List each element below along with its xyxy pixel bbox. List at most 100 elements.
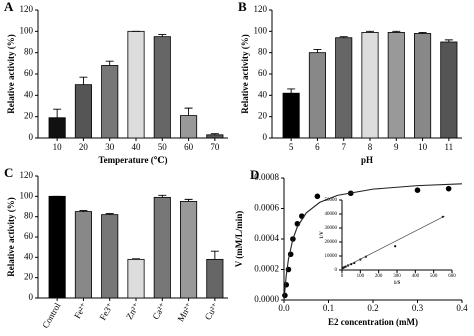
- y-tick-label: 0.0004: [254, 233, 279, 243]
- x-tick-label: 0.1: [323, 303, 334, 313]
- bar: [206, 134, 224, 139]
- bar: [127, 30, 145, 139]
- x-tick-label: 6: [315, 142, 320, 152]
- x-tick-label: 100: [357, 274, 365, 279]
- bar: [74, 84, 92, 139]
- panel-label: D: [250, 167, 259, 182]
- data-point: [314, 193, 321, 200]
- error-bar: [184, 198, 193, 202]
- error-bar: [184, 107, 193, 116]
- bar: [361, 32, 379, 139]
- y-tick-label: 10000: [325, 254, 338, 259]
- x-tick-label: Mn²⁺: [175, 301, 194, 323]
- error-bar: [105, 60, 114, 66]
- panel-label: A: [4, 0, 14, 14]
- y-tick-label: 60: [24, 231, 34, 241]
- bar: [180, 115, 198, 139]
- x-tick-label: 400: [412, 274, 420, 279]
- y-tick-label: 0: [263, 132, 268, 142]
- error-bar: [158, 34, 167, 37]
- y-tick-label: 0.0000: [254, 294, 279, 304]
- x-tick-label: 0.2: [367, 303, 378, 313]
- x-axis-title: E2 concentration (mM): [328, 317, 418, 327]
- x-tick-label: 7: [341, 142, 346, 152]
- bar: [180, 201, 198, 299]
- bar: [335, 37, 353, 139]
- y-tick-label: 40: [24, 89, 34, 99]
- x-tick-label: 0: [341, 274, 344, 279]
- panel-label: C: [4, 165, 13, 180]
- error-bar: [132, 258, 140, 260]
- y-tick-label: 20000: [325, 240, 338, 245]
- bar: [48, 117, 66, 139]
- data-point: [283, 281, 290, 288]
- x-tick-label: 40: [132, 142, 142, 152]
- error-bar: [392, 30, 401, 33]
- x-tick-label: Fe²⁺: [72, 301, 89, 320]
- y-tick-label: 0.0006: [254, 203, 279, 213]
- y-tick-label: 80: [24, 211, 34, 221]
- x-tick-label: Fe3⁺: [97, 301, 115, 322]
- y-axis-title: Relative activity (%): [240, 34, 250, 113]
- y-tick-label: 20: [24, 111, 34, 121]
- x-tick-label: 500: [430, 274, 438, 279]
- bar: [387, 32, 405, 139]
- x-tick-label: Control: [40, 301, 63, 330]
- y-tick-label: 50000: [325, 198, 338, 203]
- y-tick-label: 60: [258, 68, 268, 78]
- error-bar: [313, 49, 322, 53]
- y-tick-label: 80: [24, 47, 34, 57]
- error-bar: [210, 250, 219, 260]
- y-tick-label: 0: [29, 132, 34, 142]
- panel-label: B: [238, 0, 247, 14]
- error-bar: [79, 76, 88, 85]
- error-bar: [158, 194, 167, 198]
- bar: [101, 65, 119, 139]
- x-axis-title: Temperature (℃): [98, 155, 167, 165]
- error-bar: [210, 133, 219, 135]
- bar: [206, 258, 224, 299]
- x-tick-label: 50: [158, 142, 168, 152]
- x-tick-label: 8: [368, 142, 373, 152]
- x-tick-label: Cu²⁺: [203, 301, 221, 322]
- x-tick-label: 300: [393, 274, 401, 279]
- x-tick-label: 0.3: [412, 303, 424, 313]
- x-tick-label: 10: [53, 142, 63, 152]
- bar: [308, 52, 326, 139]
- x-tick-label: Zn²⁺: [124, 301, 142, 321]
- y-tick-label: 0.0008: [254, 172, 279, 182]
- x-tick-label: 20: [79, 142, 89, 152]
- y-tick-label: 0.0002: [254, 264, 279, 274]
- error-bar: [53, 108, 62, 118]
- y-tick-label: 80: [258, 47, 268, 57]
- y-axis-title: V (mM/L/min): [234, 211, 244, 268]
- y-axis-title: 1/V: [320, 231, 325, 239]
- y-tick-label: 120: [20, 4, 34, 14]
- x-tick-label: Ca²⁺: [150, 301, 168, 321]
- x-tick-label: 70: [210, 142, 220, 152]
- error-bar: [79, 210, 88, 212]
- y-tick-label: 0: [335, 268, 338, 273]
- bar: [440, 41, 458, 139]
- x-tick-label: 200: [375, 274, 383, 279]
- y-tick-label: 40: [258, 89, 268, 99]
- x-tick-label: 11: [445, 142, 454, 152]
- y-tick-label: 40: [24, 251, 34, 261]
- data-point: [414, 187, 421, 193]
- x-tick-label: 30: [105, 142, 115, 152]
- x-axis-title: pH: [361, 155, 373, 165]
- y-tick-label: 120: [254, 4, 268, 14]
- y-tick-label: 20: [24, 272, 34, 282]
- y-tick-label: 0: [29, 292, 34, 302]
- y-axis-title: Relative activity (%): [6, 197, 16, 276]
- x-tick-label: 10: [418, 142, 428, 152]
- error-bar: [444, 39, 453, 42]
- y-tick-label: 30000: [325, 226, 338, 231]
- error-bar: [287, 88, 296, 94]
- y-tick-label: 120: [20, 170, 34, 180]
- bar: [127, 258, 145, 299]
- y-axis-title: Relative activity (%): [6, 34, 16, 113]
- bar: [48, 195, 66, 299]
- y-tick-label: 40000: [325, 212, 338, 217]
